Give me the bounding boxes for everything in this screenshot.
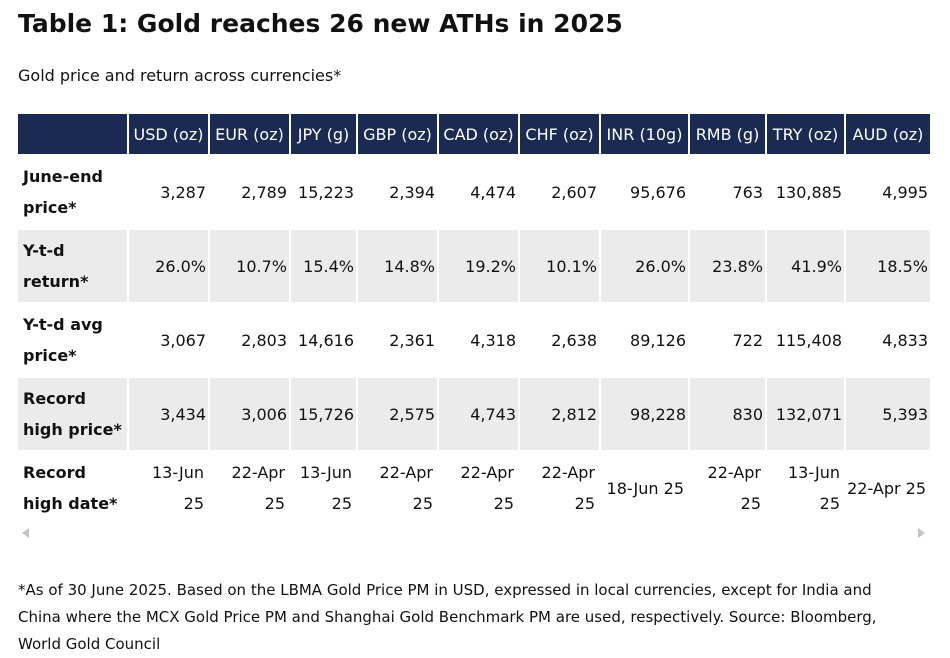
table-cell: 5,393 [846,378,930,450]
table-cell: 15,223 [298,182,354,202]
column-header-usd: USD (oz) [129,114,208,154]
column-header-corner [18,114,127,154]
table-cell: 4,743 [439,378,518,450]
table-cell: 722 [732,330,763,350]
row-label: Y-t-d avg price* [23,315,103,365]
scroll-right-icon[interactable] [918,528,925,538]
table-cell: 13-Jun 25 [299,463,352,513]
table-cell: 830 [690,378,765,450]
table-cell: 26.0% [129,230,208,302]
table-cell: 22-Apr 25 [379,463,433,513]
table-cell: 22-Apr 25 [707,463,761,513]
table-cell: 22-Apr 25 [460,463,514,513]
table-row-ytd-avg-price: Y-t-d avg price* 3,067 2,803 14,616 2,36… [18,304,930,376]
table-cell: 3,067 [160,330,206,350]
table-cell: 2,394 [389,182,435,202]
table-cell: 2,607 [551,182,597,202]
table-cell: 14.8% [358,230,437,302]
table-cell: 98,228 [601,378,688,450]
table-cell: 22-Apr 25 [231,463,285,513]
table-cell: 115,408 [775,330,842,350]
table-subtitle: Gold price and return across currencies* [18,66,342,85]
table-cell: 13-Jun 25 [151,463,204,513]
table-cell: 22-Apr 25 [541,463,595,513]
table-cell: 41.9% [767,230,844,302]
table-cell: 2,812 [520,378,599,450]
column-header-jpy: JPY (g) [291,114,356,154]
gold-price-table: USD (oz) EUR (oz) JPY (g) GBP (oz) CAD (… [16,112,932,526]
column-header-cad: CAD (oz) [439,114,518,154]
table-cell: 3,287 [160,182,206,202]
header-row: USD (oz) EUR (oz) JPY (g) GBP (oz) CAD (… [18,114,930,154]
table-row-ytd-return: Y-t-d return* 26.0% 10.7% 15.4% 14.8% 19… [18,230,930,302]
table-cell: 2,803 [241,330,287,350]
scroll-left-icon[interactable] [22,528,29,538]
row-label: Record high price* [18,378,127,450]
row-label: Y-t-d return* [18,230,127,302]
table-cell: 95,676 [630,182,686,202]
table-cell: 18-Jun 25 [606,478,684,498]
row-label: June-end price* [23,167,103,217]
column-header-aud: AUD (oz) [846,114,930,154]
table-cell: 89,126 [630,330,686,350]
column-header-eur: EUR (oz) [210,114,289,154]
table-cell: 2,575 [358,378,437,450]
table-cell: 13-Jun 25 [787,463,840,513]
table-cell: 4,833 [882,330,928,350]
table-row-record-high-price: Record high price* 3,434 3,006 15,726 2,… [18,378,930,450]
table-cell: 3,434 [129,378,208,450]
table-cell: 2,789 [241,182,287,202]
table-cell: 10.1% [520,230,599,302]
table-cell: 132,071 [767,378,844,450]
table-scroll-container[interactable]: USD (oz) EUR (oz) JPY (g) GBP (oz) CAD (… [18,112,930,526]
column-header-chf: CHF (oz) [520,114,599,154]
table-cell: 4,995 [882,182,928,202]
table-footnote: *As of 30 June 2025. Based on the LBMA G… [18,581,877,653]
table-cell: 26.0% [601,230,688,302]
table-cell: 19.2% [439,230,518,302]
table-cell: 130,885 [775,182,842,202]
table-cell: 14,616 [298,330,354,350]
table-cell: 18.5% [846,230,930,302]
column-header-gbp: GBP (oz) [358,114,437,154]
table-cell: 15.4% [291,230,356,302]
table-cell: 2,361 [389,330,435,350]
column-header-try: TRY (oz) [767,114,844,154]
table-cell: 3,006 [210,378,289,450]
table-cell: 4,318 [470,330,516,350]
table-cell: 4,474 [470,182,516,202]
table-cell: 23.8% [690,230,765,302]
table-cell: 763 [732,182,763,202]
table-cell: 22-Apr 25 [847,478,926,498]
table-cell: 10.7% [210,230,289,302]
row-label: Record high date* [23,463,118,513]
table-title: Table 1: Gold reaches 26 new ATHs in 202… [18,9,623,38]
table-cell: 2,638 [551,330,597,350]
column-header-rmb: RMB (g) [690,114,765,154]
column-header-inr: INR (10g) [601,114,688,154]
table-cell: 15,726 [291,378,356,450]
table-row-record-high-date: Record high date* 13-Jun 25 22-Apr 25 13… [18,452,930,524]
table-row-june-end-price: June-end price* 3,287 2,789 15,223 2,394… [18,156,930,228]
